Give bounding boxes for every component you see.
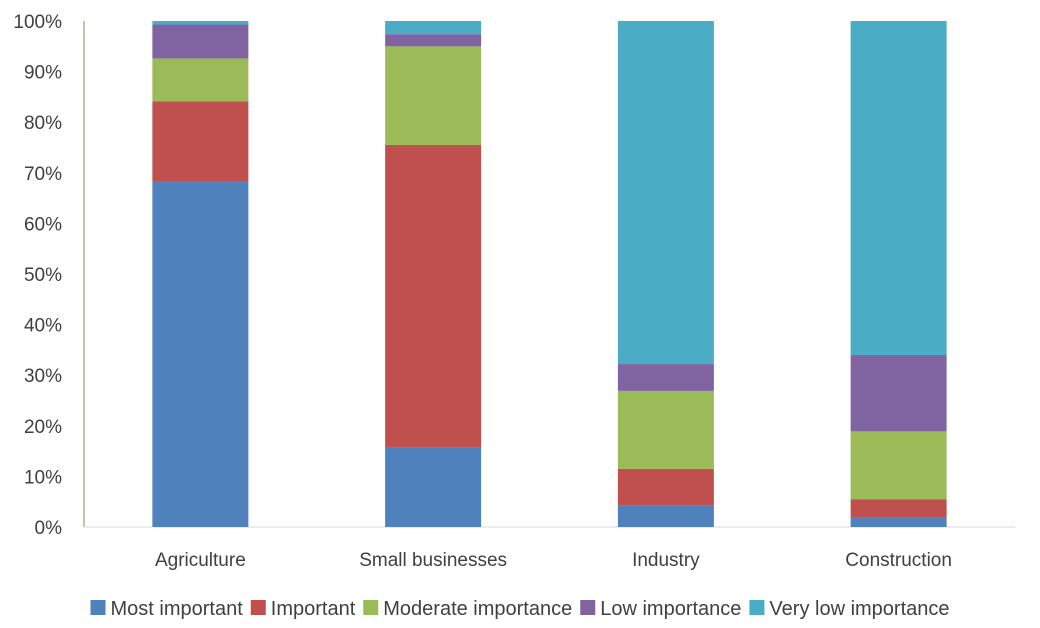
legend-label: Low importance — [600, 598, 741, 620]
y-tick-label: 50% — [24, 265, 62, 286]
y-tick-label: 40% — [24, 316, 62, 337]
x-tick-label: Agriculture — [155, 550, 246, 571]
bar-segment — [385, 447, 482, 527]
y-tick-labels: 0% 10% 20% 30% 40% 50% 60% 70% 80% 90% 100% — [13, 12, 62, 539]
legend-label: Very low importance — [769, 598, 949, 620]
bar-segment — [850, 431, 947, 500]
bar-segment — [385, 21, 482, 35]
legend-item: Moderate importance — [363, 598, 572, 620]
x-tick-label: Industry — [632, 550, 700, 571]
legend-item: Most important — [90, 598, 244, 620]
legend-item: Very low importance — [749, 598, 950, 620]
legend-label: Moderate importance — [383, 598, 572, 620]
y-tick-label: 0% — [35, 518, 63, 539]
legend: Most important Important Moderate importan… — [90, 598, 950, 620]
y-tick-label: 90% — [24, 63, 62, 84]
bar-segment — [152, 24, 249, 59]
bar-segment — [617, 390, 714, 469]
x-tick-labels: Agriculture Small businesses Industry Const… — [155, 550, 952, 571]
bar-segment — [850, 354, 947, 432]
y-tick-label: 60% — [24, 214, 62, 235]
bar-segment — [385, 34, 482, 47]
bar-segment — [152, 181, 249, 527]
bar-segment — [850, 499, 947, 518]
bar-segment — [617, 468, 714, 506]
legend-swatch — [580, 600, 596, 615]
y-tick-label: 10% — [24, 467, 62, 488]
bar-segment — [385, 46, 482, 145]
bar-segment — [152, 101, 249, 182]
x-tick-label: Small businesses — [359, 550, 507, 571]
legend-swatch — [749, 600, 765, 615]
bar-segment — [152, 21, 249, 25]
y-tick-label: 80% — [24, 113, 62, 134]
legend-item: Low importance — [580, 598, 741, 620]
bar-segment — [617, 21, 714, 365]
legend-item: Important — [250, 598, 356, 620]
bar-segment — [617, 505, 714, 527]
legend-label: Important — [271, 598, 356, 620]
legend-swatch — [363, 600, 379, 615]
x-tick-label: Construction — [845, 550, 952, 571]
bar-segment — [617, 364, 714, 391]
y-tick-label: 20% — [24, 417, 62, 438]
legend-swatch — [250, 600, 266, 615]
bar-segment — [152, 58, 249, 102]
bars — [152, 21, 947, 527]
legend-label: Most important — [111, 598, 244, 620]
y-tick-label: 70% — [24, 164, 62, 185]
bar-segment — [850, 517, 947, 527]
bar-segment — [850, 21, 947, 355]
bar-segment — [385, 144, 482, 448]
y-tick-label: 30% — [24, 366, 62, 387]
y-tick-label: 100% — [13, 12, 62, 33]
legend-swatch — [90, 600, 106, 615]
